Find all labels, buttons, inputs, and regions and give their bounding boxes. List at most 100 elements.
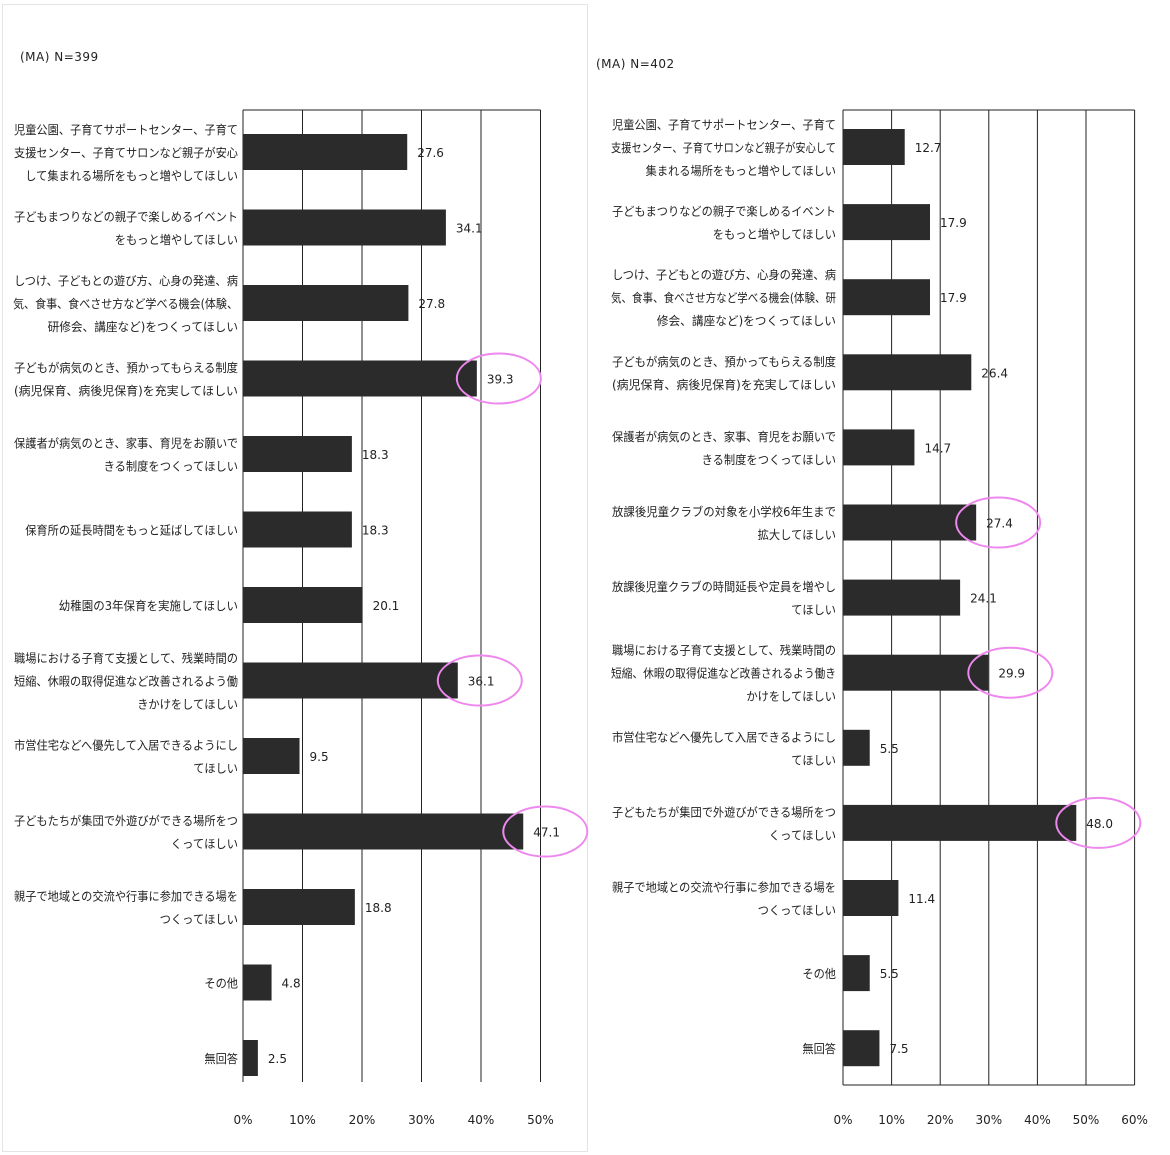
left-category-label-line: 支援センター、子育てサロンなど親子が安心 [14,145,238,160]
right-category-label-line: 児童公園、子育てサポートセンター、子育て [612,117,836,132]
left-category-label-line: 職場における子育て支援として、残業時間の [14,651,238,666]
left-bar [243,360,477,397]
left-value-label: 47.1 [533,826,560,840]
left-value-label: 18.8 [365,901,392,915]
right-bar [843,654,989,691]
left-category-label-line: てほしい [193,762,238,776]
left-bar [243,209,446,246]
left-category-label: 職場における子育て支援として、残業時間の短縮、休暇の取得促進など改善されるよう働… [14,651,238,712]
right-value-label: 29.9 [998,667,1025,681]
left-category-label: 保護者が病気のとき、家事、育児をお願いできる制度をつくってほしい [14,436,238,474]
left-category-label-line: その他 [204,977,238,991]
sample-size-note-left: (MA) N=399 [20,50,99,64]
right-category-label: しつけ、子どもとの遊び方、心身の発達、病気、食事、食べさせ方など学べる機会(体験… [611,267,836,328]
right-category-label-line: かけをしてほしい [746,690,836,704]
left-value-label: 18.3 [362,448,389,462]
right-highlight-ellipse [967,646,1054,699]
left-category-label: 子どもまつりなどの親子で楽しめるイベントをもっと増やしてほしい [14,210,238,247]
right-category-label-line: てほしい [791,753,836,767]
left-value-label: 27.6 [417,146,444,160]
left-bar [243,285,409,321]
left-bar [243,511,352,548]
right-x-tick-label: 60% [1121,1113,1148,1127]
left-value-label: 2.5 [268,1052,287,1066]
left-category-label: 児童公園、子育てサポートセンター、子育て支援センター、子育てサロンなど親子が安心… [14,122,238,183]
left-category-label-line: (病児保育、病後児保育)を充実してほしい [14,383,238,398]
left-bar [243,813,524,850]
left-value-label: 27.8 [418,297,445,311]
right-bar [843,429,915,466]
right-x-tick-label: 0% [833,1113,852,1127]
right-category-label: 親子で地域との交流や行事に参加できる場をつくってほしい [612,880,836,918]
right-category-label: 放課後児童クラブの対象を小学校6年生まで拡大してほしい [612,504,836,542]
right-x-tick-label: 30% [975,1113,1002,1127]
right-category-label-line: 子どもまつりなどの親子で楽しめるイベント [612,205,836,219]
right-bar [843,279,930,316]
left-value-label: 39.3 [487,373,514,387]
right-category-label-line: 放課後児童クラブの時間延長や定員を増やし [612,579,836,594]
right-bar [843,579,961,616]
right-value-label: 17.9 [940,291,967,305]
right-value-label: 11.4 [908,892,935,906]
left-category-label-line: 無回答 [204,1051,238,1066]
right-category-label-line: をもっと増やしてほしい [713,228,836,242]
left-bar [243,738,300,774]
left-category-label-line: 市営住宅などへ優先して入居できるようにし [14,738,238,753]
left-value-label: 20.1 [373,599,400,613]
right-category-label-line: 気、食事、食べさせ方など学べる機会(体験、研 [611,290,836,305]
right-category-label: 職場における子育て支援として、残業時間の短縮、休暇の取得促進など改善されるよう働… [611,643,836,704]
right-category-label-line: てほしい [791,603,836,617]
right-bar [843,1030,880,1067]
left-category-label-line: して集まれる場所をもっと増やしてほしい [25,168,238,183]
left-value-label: 4.8 [282,977,301,991]
right-category-label-line: くってほしい [769,828,836,842]
right-category-label-line: 短縮、休暇の取得促進など改善されるよう働き [611,666,836,681]
left-x-tick-label: 50% [527,1113,554,1127]
left-category-label: 保育所の延長時間をもっと延ばしてほしい [25,523,238,538]
right-value-label: 5.5 [880,742,899,756]
right-value-label: 27.4 [986,517,1013,531]
left-x-tick-label: 0% [233,1113,252,1127]
right-x-tick-label: 40% [1024,1113,1051,1127]
right-value-label: 24.1 [970,592,997,606]
right-category-label: 無回答 [802,1041,836,1056]
right-x-tick-label: 10% [878,1113,905,1127]
left-value-label: 18.3 [362,524,389,538]
left-x-tick-label: 20% [349,1113,376,1127]
right-x-tick-label: 50% [1073,1113,1100,1127]
left-bar [243,1040,258,1076]
left-category-label-line: きかけをしてほしい [137,698,238,712]
right-bar [843,880,899,916]
left-chart-panel [2,4,588,1152]
left-category-label-line: 子どもまつりなどの親子で楽しめるイベント [14,210,238,224]
left-bar [243,662,458,699]
right-x-tick-label: 20% [927,1113,954,1127]
right-highlight-ellipse [1055,796,1142,849]
right-value-label: 26.4 [981,366,1008,380]
left-category-label-line: 子どもたちが集団で外遊びができる場所をつ [14,813,238,828]
left-highlight-ellipse [455,352,542,405]
right-category-label-line: 放課後児童クラブの対象を小学校6年生まで [612,504,836,519]
right-category-label-line: 職場における子育て支援として、残業時間の [612,643,836,658]
right-value-label: 7.5 [889,1042,908,1056]
right-bar [843,804,1077,841]
right-value-label: 48.0 [1086,817,1113,831]
left-category-label-line: 子どもが病気のとき、預かってもらえる制度 [14,360,238,375]
right-value-label: 5.5 [880,967,899,981]
left-category-label-line: 気、食事、食べさせ方など学べる機会(体験、 [13,296,238,311]
right-bar [843,955,870,992]
right-category-label-line: つくってほしい [758,904,836,918]
left-x-tick-label: 40% [468,1113,495,1127]
right-category-label-line: 拡大してほしい [758,528,836,542]
left-highlight-ellipse [436,654,523,707]
right-bar [843,204,930,241]
left-category-label: しつけ、子どもとの遊び方、心身の発達、病気、食事、食べさせ方など学べる機会(体験… [13,273,238,334]
left-category-label-line: つくってほしい [160,913,238,927]
left-x-tick-label: 10% [289,1113,316,1127]
right-bar [843,354,972,391]
left-bar [243,587,363,623]
right-bar [843,729,870,766]
right-value-label: 17.9 [940,216,967,230]
right-value-label: 14.7 [924,441,951,455]
